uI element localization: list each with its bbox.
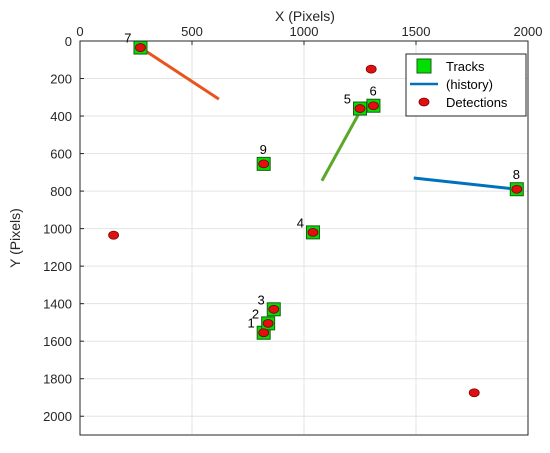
x-tick-label: 500 [181,24,203,39]
x-tick-label: 1500 [402,24,431,39]
detection-point [511,184,523,194]
y-tick-label: 1000 [43,222,72,237]
legend: Tracks (history) Detections [405,53,527,117]
legend-label: (history) [446,77,493,92]
x-tick-label: 1000 [290,24,319,39]
detection-point [354,104,366,113]
y-axis-label: Y (Pixels) [7,208,23,268]
legend-label: Tracks [446,59,485,74]
y-tick-label: 200 [50,72,72,87]
x-tick-label: 2000 [514,24,543,39]
detection-point [307,227,319,237]
y-tick-label: 800 [50,184,72,199]
detection-point [108,230,119,240]
legend-detections-swatch [418,97,430,107]
track-label-3: 3 [258,292,265,307]
track-labels: 123 4 5 6 7 8 9 [124,31,520,331]
history-line-track-7 [139,46,220,101]
track-label-6: 6 [369,84,376,99]
y-tick-label: 1600 [43,334,72,349]
y-tick-label: 2000 [43,409,72,424]
track-label-8: 8 [513,167,520,182]
legend-label: Detections [446,95,508,110]
legend-tracks-swatch [416,58,432,74]
detection-point [468,388,480,398]
y-tick-label: 600 [50,147,72,162]
x-tick-label: 0 [76,24,83,39]
history-line-track-8 [413,176,517,191]
detection-point [258,159,270,169]
track-label-5: 5 [344,92,351,107]
track-histories [139,46,517,191]
track-label-2: 2 [252,306,259,321]
y-tick-label: 1200 [43,259,72,274]
detection-point [268,304,280,314]
detections [108,43,523,398]
detection-point [135,43,146,52]
track-label-9: 9 [260,142,267,157]
detection-point [258,328,270,338]
detection-point [365,64,377,74]
x-ticks: 0 500 1000 1500 2000 [76,24,542,45]
track-label-7: 7 [124,31,131,46]
track-label-1: 1 [247,316,254,331]
y-tick-label: 1400 [43,297,72,312]
y-tick-label: 400 [50,109,72,124]
x-axis-label: X (Pixels) [275,8,335,24]
history-line-track-5 [320,108,363,182]
track-label-4: 4 [297,215,304,230]
y-tick-label: 1800 [43,372,72,387]
detection-point [262,318,274,328]
y-tick-label: 0 [65,34,72,49]
y-ticks: 0 200 400 600 800 1000 1200 1400 1600 1800 2000 [43,34,84,424]
detection-point [368,101,379,111]
grid [79,40,529,435]
